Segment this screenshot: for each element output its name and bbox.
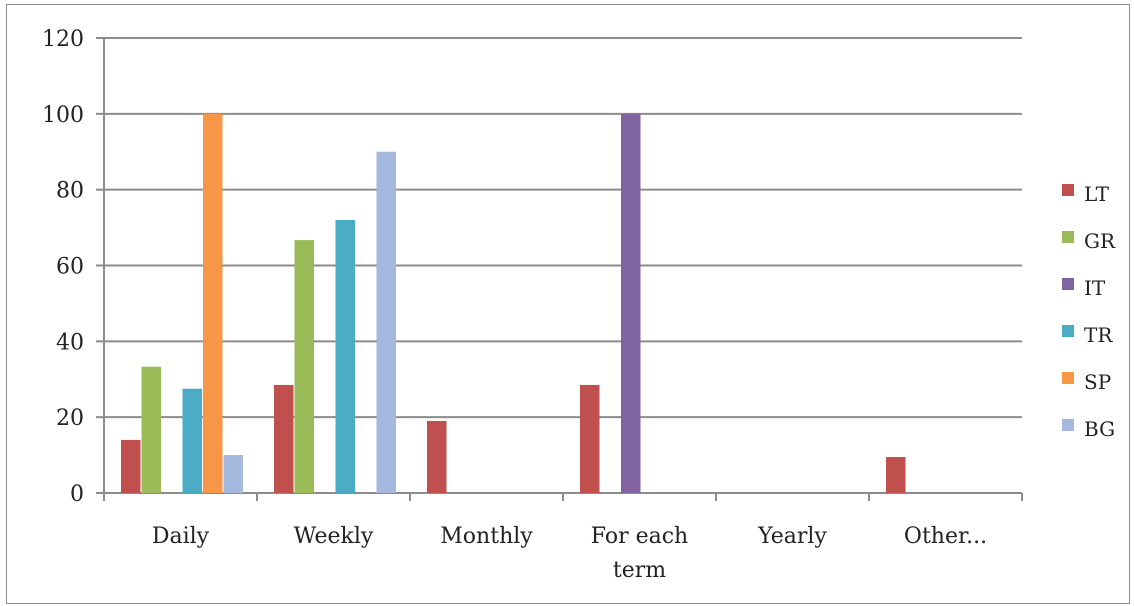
legend-label-it: IT bbox=[1084, 276, 1106, 300]
y-tick-label: 40 bbox=[56, 330, 84, 355]
bar-gr bbox=[141, 366, 161, 493]
bar-tr bbox=[335, 220, 355, 493]
x-tick-label: Weekly bbox=[294, 524, 374, 549]
bar-bg bbox=[376, 151, 396, 493]
x-tick-label: For each bbox=[591, 524, 688, 549]
legend-label-tr: TR bbox=[1084, 323, 1113, 347]
y-tick-label: 80 bbox=[56, 179, 84, 204]
x-tick-label: Monthly bbox=[440, 524, 533, 549]
bar-gr bbox=[294, 240, 314, 493]
x-tick-label: term bbox=[613, 558, 666, 583]
y-tick-label: 120 bbox=[42, 27, 84, 52]
x-tick-label: Other... bbox=[904, 524, 987, 549]
x-tick-labels: Daily Weekly Monthly For each term Yearly Othe… bbox=[152, 524, 987, 583]
y-tick-label: 60 bbox=[56, 255, 84, 280]
legend-label-lt: LT bbox=[1084, 182, 1110, 206]
bar-lt bbox=[886, 456, 906, 493]
legend-label-gr: GR bbox=[1084, 229, 1116, 253]
y-tick-label: 20 bbox=[56, 406, 84, 431]
y-tick-label: 100 bbox=[42, 103, 84, 128]
gridlines bbox=[104, 37, 1022, 419]
chart-frame bbox=[6, 4, 1130, 604]
x-tick-label: Daily bbox=[152, 524, 210, 549]
y-tick-labels: 0 20 40 60 80 100 120 bbox=[42, 27, 84, 507]
legend-label-sp: SP bbox=[1084, 370, 1111, 394]
legend-label-bg: BG bbox=[1084, 417, 1115, 441]
bar-lt bbox=[121, 439, 141, 493]
legend-swatch-tr bbox=[1062, 325, 1074, 337]
axes bbox=[96, 37, 1023, 501]
bar-tr bbox=[182, 388, 202, 493]
legend-swatch-sp bbox=[1062, 372, 1074, 384]
bar-lt bbox=[427, 420, 447, 493]
legend-swatch-bg bbox=[1062, 419, 1074, 431]
y-tick-label: 0 bbox=[70, 482, 84, 507]
bars bbox=[121, 113, 906, 493]
bar-sp bbox=[203, 113, 223, 493]
legend-swatch-lt bbox=[1062, 184, 1074, 196]
legend: LT GR IT TR SP BG bbox=[1062, 182, 1116, 441]
legend-swatch-gr bbox=[1062, 231, 1074, 243]
x-tick-label: Yearly bbox=[757, 524, 827, 549]
legend-swatch-it bbox=[1062, 278, 1074, 290]
bar-lt bbox=[274, 384, 294, 493]
bar-lt bbox=[580, 384, 600, 493]
bar-bg bbox=[223, 455, 243, 493]
bar-it bbox=[621, 113, 641, 493]
